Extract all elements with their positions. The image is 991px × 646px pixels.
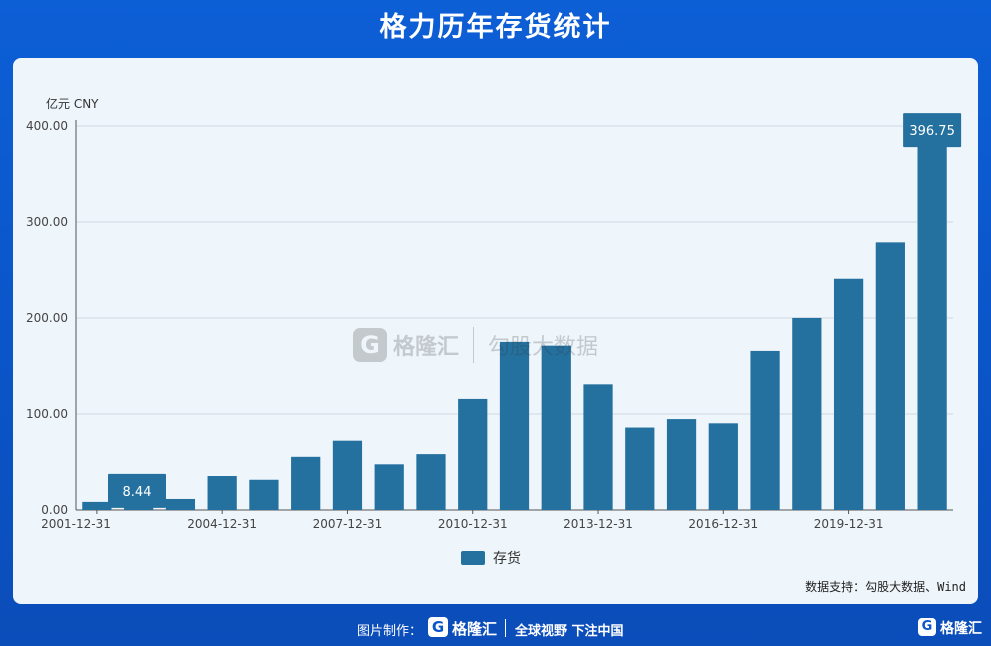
bar [82, 501, 112, 510]
bar [833, 278, 864, 510]
annotation-box [108, 473, 166, 508]
footer-brand: 格隆汇 [452, 620, 498, 638]
x-tick-label: 2013-12-31 [563, 517, 633, 531]
legend-swatch [461, 551, 485, 565]
bar [332, 440, 363, 510]
bar [875, 242, 905, 511]
bar [207, 476, 237, 510]
bar [499, 341, 530, 510]
y-tick-label: 100.00 [26, 407, 68, 421]
bar-chart: 0.00 100.00 200.00 300.00 400.00 亿元 CNY 2001-1… [26, 96, 962, 531]
annotation-label: 8.44 [123, 485, 152, 500]
chart-title: 格力历年存货统计 [379, 12, 612, 43]
chart-card: 0.00 100.00 200.00 300.00 400.00 亿元 CNY 2001-1… [13, 58, 978, 604]
x-tick-label: 2019-12-31 [814, 517, 884, 531]
bar [165, 498, 196, 510]
bar [792, 317, 822, 510]
corner-brand: 格隆汇 [940, 621, 982, 637]
y-tick-label: 0.00 [41, 503, 68, 517]
x-tick-label: 2007-12-31 [313, 517, 383, 531]
x-tick-label: 2010-12-31 [438, 517, 508, 531]
data-source: 数据支持：勾股大数据、Wind [805, 580, 966, 594]
footer-slogan: 全球视野 下注中国 [515, 624, 624, 639]
bar [249, 479, 279, 510]
bar [917, 129, 947, 510]
bar [291, 456, 321, 510]
bar [374, 464, 404, 510]
bar [416, 454, 446, 510]
y-tick-label: 200.00 [26, 311, 68, 325]
corner-logo-icon: G [918, 618, 936, 636]
y-axis-unit: 亿元 CNY [46, 96, 99, 111]
bar [458, 398, 488, 510]
bar [541, 345, 571, 510]
bar [583, 384, 613, 510]
footer-logo-icon: G [428, 617, 448, 637]
annotation-box [903, 113, 962, 148]
y-tick-label: 400.00 [26, 119, 68, 133]
x-tick-label: 2001-12-31 [41, 517, 111, 531]
legend-label: 存货 [493, 551, 521, 567]
bar [666, 419, 697, 510]
chart-legend[interactable]: 存货 [461, 548, 521, 568]
footer: 图片制作： G 格隆汇 全球视野 下注中国 G 格隆汇 [0, 612, 991, 646]
annotation-label: 396.75 [909, 124, 955, 139]
y-tick-label: 300.00 [26, 215, 68, 229]
x-tick-label: 2004-12-31 [187, 517, 257, 531]
x-tick-label: 2016-12-31 [688, 517, 758, 531]
bar [750, 350, 780, 510]
footer-made-by: 图片制作： [357, 624, 423, 639]
bar [625, 427, 655, 510]
bar [708, 423, 738, 510]
footer-divider [505, 619, 506, 637]
